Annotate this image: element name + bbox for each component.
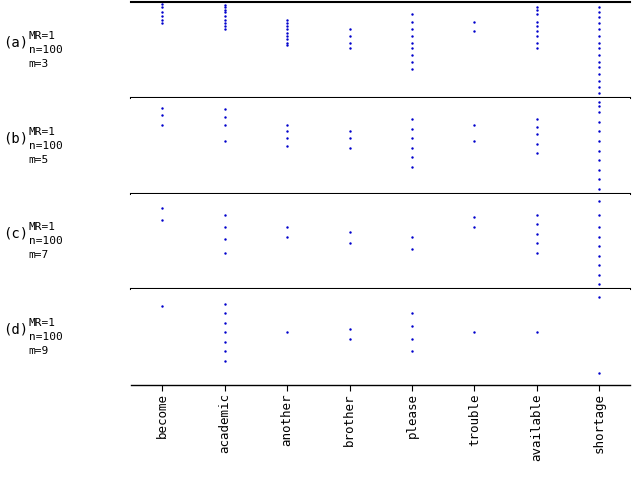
Text: (b): (b) bbox=[3, 131, 28, 145]
Text: (d): (d) bbox=[3, 322, 28, 337]
Text: MR=1
n=100
m=5: MR=1 n=100 m=5 bbox=[29, 127, 63, 165]
Text: MR=1
n=100
m=3: MR=1 n=100 m=3 bbox=[29, 31, 63, 69]
Text: MR=1
n=100
m=9: MR=1 n=100 m=9 bbox=[29, 318, 63, 356]
Text: (c): (c) bbox=[3, 227, 28, 241]
Text: (a): (a) bbox=[3, 35, 28, 50]
Text: MR=1
n=100
m=7: MR=1 n=100 m=7 bbox=[29, 222, 63, 261]
